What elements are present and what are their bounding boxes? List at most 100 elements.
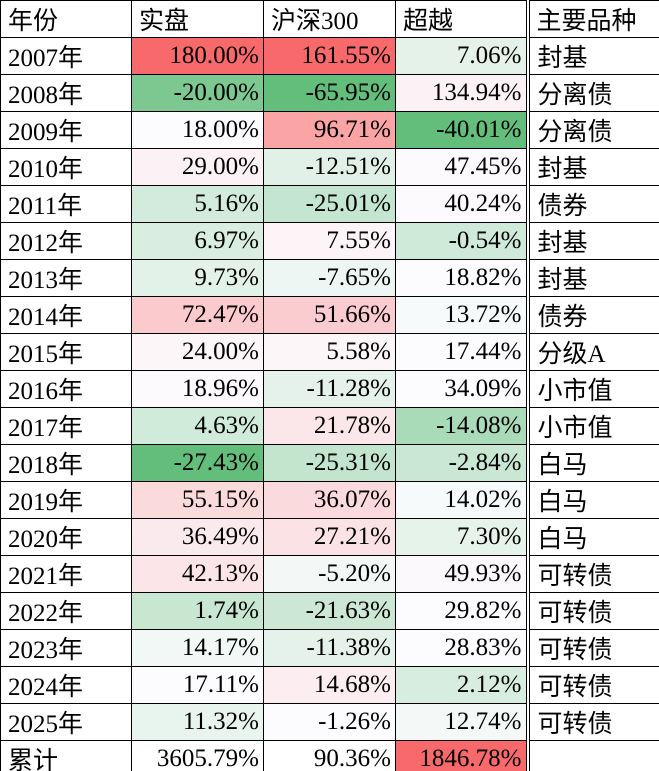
variety-cell[interactable]: 可转债 [525, 592, 659, 630]
hs300-cell[interactable]: 14.68% [263, 666, 396, 704]
shipan-cell[interactable]: 55.15% [131, 481, 264, 519]
hs300-cell[interactable]: -12.51% [263, 148, 396, 186]
shipan-cell[interactable]: -20.00% [131, 74, 264, 112]
shipan-cell[interactable]: 1.74% [131, 592, 264, 630]
shipan-cell[interactable]: 36.49% [131, 518, 264, 556]
excess-cell[interactable]: 134.94% [395, 74, 528, 112]
hs300-cell[interactable]: -7.65% [263, 259, 396, 297]
variety-cell[interactable]: 白马 [525, 444, 659, 482]
hs300-cell[interactable]: 90.36% [263, 740, 396, 771]
hs300-cell[interactable]: -25.01% [263, 185, 396, 223]
shipan-cell[interactable]: 6.97% [131, 222, 264, 260]
variety-cell[interactable]: 封基 [525, 37, 659, 75]
variety-cell[interactable]: 债券 [525, 185, 659, 223]
year-cell[interactable]: 2020年 [0, 518, 132, 556]
excess-cell[interactable]: -0.54% [395, 222, 528, 260]
variety-cell[interactable]: 白马 [525, 481, 659, 519]
year-cell[interactable]: 2010年 [0, 148, 132, 186]
variety-cell[interactable]: 小市值 [525, 407, 659, 445]
hs300-cell[interactable]: -5.20% [263, 555, 396, 593]
shipan-cell[interactable]: 11.32% [131, 703, 264, 741]
excess-cell[interactable]: 34.09% [395, 370, 528, 408]
hs300-cell[interactable]: 5.58% [263, 333, 396, 371]
variety-cell[interactable]: 债券 [525, 296, 659, 334]
header-excess[interactable]: 超越 [395, 0, 528, 38]
excess-cell[interactable]: 7.30% [395, 518, 528, 556]
variety-cell[interactable]: 白马 [525, 518, 659, 556]
excess-cell[interactable]: -14.08% [395, 407, 528, 445]
shipan-cell[interactable]: 42.13% [131, 555, 264, 593]
year-cell[interactable]: 2024年 [0, 666, 132, 704]
excess-cell[interactable]: -40.01% [395, 111, 528, 149]
hs300-cell[interactable]: 21.78% [263, 407, 396, 445]
shipan-cell[interactable]: 18.00% [131, 111, 264, 149]
shipan-cell[interactable]: 9.73% [131, 259, 264, 297]
year-cell[interactable]: 2019年 [0, 481, 132, 519]
excess-cell[interactable]: 28.83% [395, 629, 528, 667]
hs300-cell[interactable]: 36.07% [263, 481, 396, 519]
excess-cell[interactable]: -2.84% [395, 444, 528, 482]
hs300-cell[interactable]: -1.26% [263, 703, 396, 741]
year-cell[interactable]: 累计 [0, 740, 132, 771]
excess-cell[interactable]: 18.82% [395, 259, 528, 297]
variety-cell[interactable]: 封基 [525, 259, 659, 297]
shipan-cell[interactable]: -27.43% [131, 444, 264, 482]
variety-cell[interactable]: 可转债 [525, 666, 659, 704]
year-cell[interactable]: 2025年 [0, 703, 132, 741]
year-cell[interactable]: 2007年 [0, 37, 132, 75]
year-cell[interactable]: 2014年 [0, 296, 132, 334]
header-hs300[interactable]: 沪深300 [263, 0, 396, 38]
shipan-cell[interactable]: 4.63% [131, 407, 264, 445]
year-cell[interactable]: 2017年 [0, 407, 132, 445]
excess-cell[interactable]: 47.45% [395, 148, 528, 186]
year-cell[interactable]: 2022年 [0, 592, 132, 630]
variety-cell[interactable]: 分级A [525, 333, 659, 371]
excess-cell[interactable]: 13.72% [395, 296, 528, 334]
hs300-cell[interactable]: 96.71% [263, 111, 396, 149]
year-cell[interactable]: 2008年 [0, 74, 132, 112]
year-cell[interactable]: 2016年 [0, 370, 132, 408]
year-cell[interactable]: 2015年 [0, 333, 132, 371]
header-variety[interactable]: 主要品种 [525, 0, 659, 38]
shipan-cell[interactable]: 180.00% [131, 37, 264, 75]
excess-cell[interactable]: 17.44% [395, 333, 528, 371]
excess-cell[interactable]: 2.12% [395, 666, 528, 704]
hs300-cell[interactable]: 161.55% [263, 37, 396, 75]
excess-cell[interactable]: 49.93% [395, 555, 528, 593]
year-cell[interactable]: 2012年 [0, 222, 132, 260]
shipan-cell[interactable]: 14.17% [131, 629, 264, 667]
shipan-cell[interactable]: 24.00% [131, 333, 264, 371]
variety-cell[interactable]: 小市值 [525, 370, 659, 408]
variety-cell[interactable] [525, 740, 659, 771]
variety-cell[interactable]: 分离债 [525, 74, 659, 112]
hs300-cell[interactable]: 51.66% [263, 296, 396, 334]
shipan-cell[interactable]: 72.47% [131, 296, 264, 334]
year-cell[interactable]: 2011年 [0, 185, 132, 223]
header-shipan[interactable]: 实盘 [131, 0, 264, 38]
shipan-cell[interactable]: 17.11% [131, 666, 264, 704]
excess-cell[interactable]: 14.02% [395, 481, 528, 519]
excess-cell[interactable]: 7.06% [395, 37, 528, 75]
excess-cell[interactable]: 1846.78% [395, 740, 528, 771]
hs300-cell[interactable]: 7.55% [263, 222, 396, 260]
excess-cell[interactable]: 40.24% [395, 185, 528, 223]
shipan-cell[interactable]: 5.16% [131, 185, 264, 223]
hs300-cell[interactable]: 27.21% [263, 518, 396, 556]
hs300-cell[interactable]: -11.28% [263, 370, 396, 408]
hs300-cell[interactable]: -65.95% [263, 74, 396, 112]
variety-cell[interactable]: 封基 [525, 222, 659, 260]
variety-cell[interactable]: 分离债 [525, 111, 659, 149]
variety-cell[interactable]: 封基 [525, 148, 659, 186]
hs300-cell[interactable]: -11.38% [263, 629, 396, 667]
shipan-cell[interactable]: 18.96% [131, 370, 264, 408]
year-cell[interactable]: 2018年 [0, 444, 132, 482]
year-cell[interactable]: 2021年 [0, 555, 132, 593]
excess-cell[interactable]: 12.74% [395, 703, 528, 741]
shipan-cell[interactable]: 3605.79% [131, 740, 264, 771]
variety-cell[interactable]: 可转债 [525, 555, 659, 593]
shipan-cell[interactable]: 29.00% [131, 148, 264, 186]
variety-cell[interactable]: 可转债 [525, 703, 659, 741]
year-cell[interactable]: 2013年 [0, 259, 132, 297]
hs300-cell[interactable]: -21.63% [263, 592, 396, 630]
year-cell[interactable]: 2023年 [0, 629, 132, 667]
